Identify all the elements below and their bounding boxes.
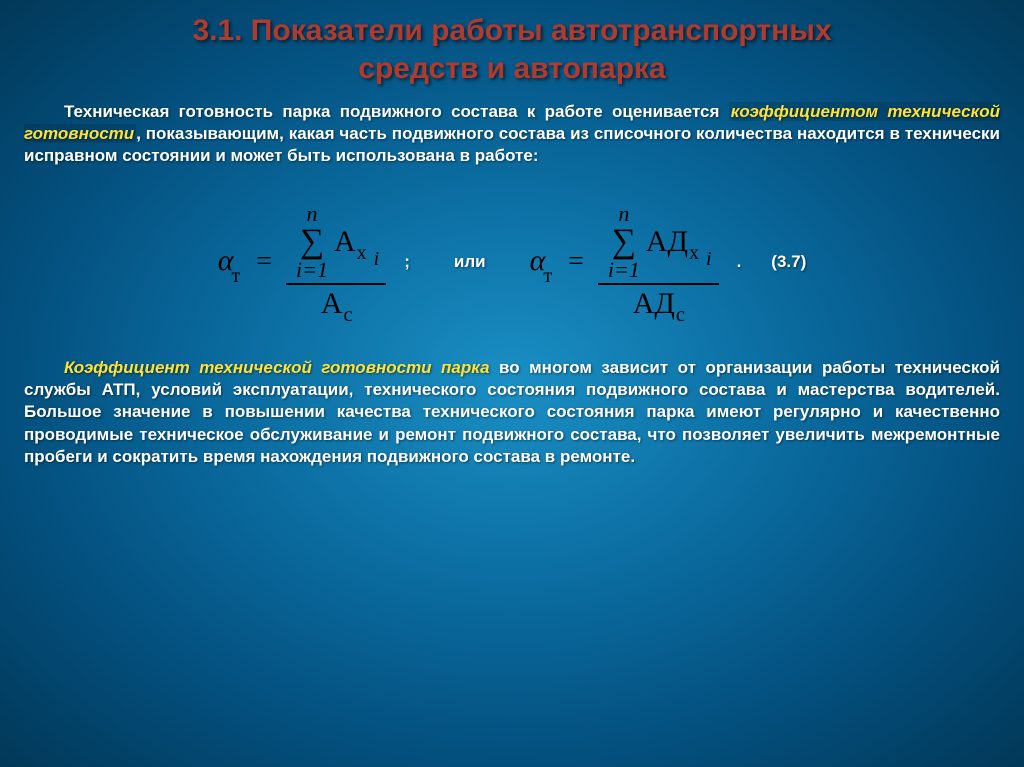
f1-sub1: х: [357, 242, 367, 264]
p1-t2: , показывающим, какая часть подвижного с…: [24, 124, 1000, 165]
page-title: 3.1. Показатели работы автотранспортных …: [20, 12, 1004, 87]
f2-num: n ∑ i=1 АД х i: [598, 201, 719, 283]
f2-sub1: х: [689, 242, 699, 264]
f1-num: n ∑ i=1 А х i: [286, 201, 386, 283]
f2-den: АД с: [623, 285, 694, 323]
f2-den-base: АД: [633, 287, 675, 321]
sigma-top: n: [307, 203, 318, 225]
sigma-2: n ∑ i=1: [608, 203, 640, 281]
f2-subs: х i: [689, 242, 710, 265]
fraction-1: n ∑ i=1 А х i А с: [286, 201, 386, 323]
slide: 3.1. Показатели работы автотранспортных …: [0, 0, 1024, 767]
equation-number: (3.7): [771, 252, 806, 272]
paragraph-2: Коэффициент технической готовности парка…: [24, 357, 1000, 467]
f1-subs: х i: [357, 242, 378, 265]
equals-2: =: [568, 246, 584, 278]
title-line2: средств и автопарка: [358, 52, 665, 85]
f2-base: АД: [646, 225, 688, 259]
fraction-2: n ∑ i=1 АД х i АД с: [598, 201, 719, 323]
formula-1: αт = n ∑ i=1 А х i: [218, 201, 387, 323]
f2-sub2: i: [706, 248, 712, 270]
p2-highlight: Коэффициент технической готовности парка: [64, 358, 490, 377]
title-line1: 3.1. Показатели работы автотранспортных: [192, 14, 831, 47]
f2-term: АД х i: [646, 225, 709, 259]
sigma-1: n ∑ i=1: [296, 203, 328, 281]
paragraph-1: Техническая готовность парка подвижного …: [24, 101, 1000, 167]
sep2: .: [737, 252, 742, 272]
f1-den-base: А: [321, 287, 343, 321]
f1-term: А х i: [334, 225, 376, 259]
alpha-t-2: αт: [530, 244, 555, 280]
f1-sub2: i: [374, 248, 380, 270]
p1-t1: Техническая готовность парка подвижного …: [64, 102, 729, 121]
sigma-bot-2: i=1: [608, 259, 640, 281]
or-text: или: [454, 252, 486, 272]
sigma-top-2: n: [618, 203, 629, 225]
formula-2: αт = n ∑ i=1 АД х i: [530, 201, 719, 323]
alpha-sub-2: т: [543, 265, 552, 287]
f1-base: А: [334, 225, 356, 259]
f1-den: А с: [311, 285, 362, 323]
equals-1: =: [256, 246, 272, 278]
alpha-t-1: αт: [218, 244, 243, 280]
formula-row: αт = n ∑ i=1 А х i: [20, 201, 1004, 323]
alpha-sub: т: [231, 265, 240, 287]
sigma-bot: i=1: [296, 259, 328, 281]
f2-den-sub: с: [676, 304, 685, 327]
sep1: ;: [404, 252, 410, 272]
sigma-symbol-2: ∑: [612, 225, 636, 259]
sigma-symbol: ∑: [300, 225, 324, 259]
f1-den-sub: с: [344, 304, 353, 327]
